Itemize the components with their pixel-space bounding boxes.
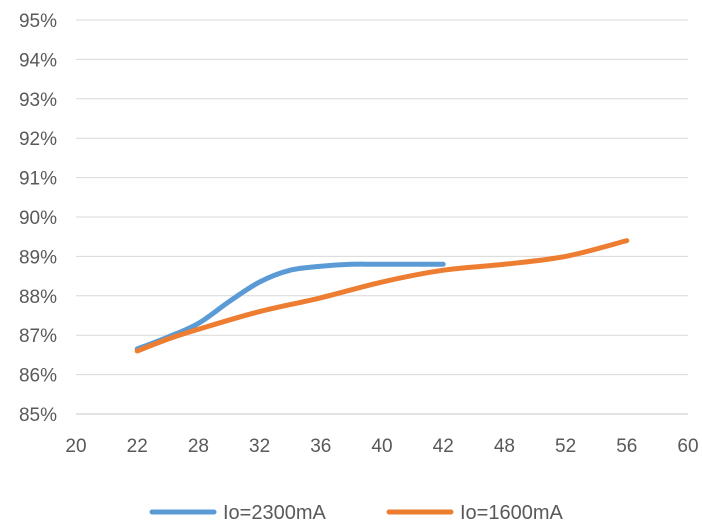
y-tick-label: 89% xyxy=(19,247,57,268)
series-line-1 xyxy=(134,261,446,352)
x-tick-label: 48 xyxy=(494,436,515,457)
series-line-2 xyxy=(134,238,630,354)
x-tick-label: 22 xyxy=(127,436,148,457)
x-tick-label: 28 xyxy=(188,436,209,457)
legend: Io=2300mA Io=1600mA xyxy=(149,502,564,524)
legend-label: Io=2300mA xyxy=(223,502,327,524)
x-tick-label: 40 xyxy=(371,436,392,457)
y-tick-label: 86% xyxy=(19,366,57,387)
y-tick-label: 91% xyxy=(19,169,57,190)
x-tick-label: 60 xyxy=(677,436,698,457)
x-axis-tick-labels: 20 22 28 32 36 40 42 48 52 56 60 xyxy=(65,436,698,457)
y-tick-label: 85% xyxy=(19,405,57,426)
x-tick-label: 42 xyxy=(433,436,454,457)
gridlines xyxy=(76,19,688,376)
y-tick-label: 90% xyxy=(19,208,57,229)
y-tick-label: 87% xyxy=(19,326,57,347)
series-lines xyxy=(134,238,630,354)
y-tick-label: 94% xyxy=(19,50,57,71)
x-tick-label: 20 xyxy=(65,436,86,457)
x-tick-label: 36 xyxy=(310,436,331,457)
x-tick-label: 32 xyxy=(249,436,270,457)
y-tick-label: 92% xyxy=(19,129,57,150)
x-tick-label: 52 xyxy=(555,436,576,457)
y-axis-tick-labels: 85% 86% 87% 88% 89% 90% 91% 92% 93% 94% 95% xyxy=(19,11,57,426)
y-tick-label: 95% xyxy=(19,11,57,32)
x-tick-label: 56 xyxy=(616,436,637,457)
legend-label: Io=1600mA xyxy=(460,502,564,524)
y-tick-label: 93% xyxy=(19,90,57,111)
y-tick-label: 88% xyxy=(19,287,57,308)
